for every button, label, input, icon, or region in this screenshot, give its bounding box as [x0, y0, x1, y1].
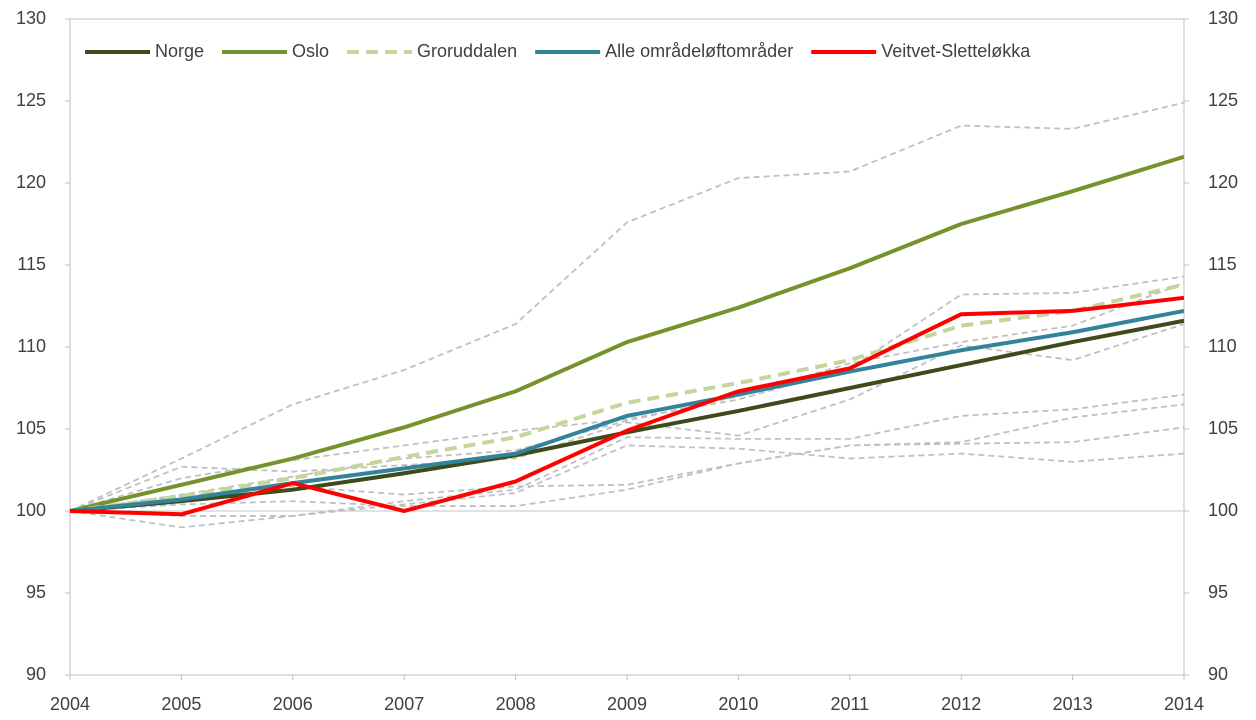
x-tick-label: 2012 [941, 694, 981, 714]
background-line [69, 101, 1185, 512]
y-tick-label: 115 [17, 254, 46, 274]
y2-tick-label: 100 [1208, 500, 1238, 520]
legend-label: Norge [155, 41, 204, 61]
y2-tick-label: 105 [1208, 418, 1238, 438]
x-tick-label: 2014 [1164, 694, 1204, 714]
x-tick-label: 2007 [384, 694, 424, 714]
background-line [69, 282, 1185, 512]
y2-tick-label: 120 [1208, 172, 1238, 192]
x-tick-label: 2009 [607, 694, 647, 714]
y2-tick-label: 110 [1208, 336, 1237, 356]
y-tick-label: 130 [16, 8, 46, 28]
y2-tick-label: 90 [1208, 664, 1228, 684]
y-tick-label: 125 [16, 90, 46, 110]
y-tick-label: 100 [16, 500, 46, 520]
x-tick-label: 2011 [830, 694, 869, 714]
y2-tick-label: 125 [1208, 90, 1238, 110]
legend-label: Oslo [292, 41, 329, 61]
plot-border [69, 18, 1185, 676]
y2-tick-label: 130 [1208, 8, 1238, 28]
x-tick-label: 2008 [496, 694, 536, 714]
background-line [69, 444, 1185, 517]
y-tick-label: 120 [16, 172, 46, 192]
x-tick-label: 2010 [718, 694, 758, 714]
background-line [69, 323, 1185, 512]
y-tick-label: 90 [26, 664, 46, 684]
background-line [69, 403, 1185, 512]
series-line [69, 308, 1185, 513]
x-tick-label: 2006 [273, 694, 313, 714]
y-tick-label: 95 [26, 582, 46, 602]
x-tick-label: 2004 [50, 694, 90, 714]
background-line [69, 393, 1185, 529]
x-tick-label: 2005 [161, 694, 201, 714]
series-line [69, 295, 1185, 517]
y2-tick-label: 95 [1208, 582, 1228, 602]
y-tick-label: 105 [16, 418, 46, 438]
series-line [69, 154, 1185, 513]
legend-label: Veitvet-Sletteløkka [881, 41, 1031, 61]
background-line [69, 426, 1185, 512]
y-tick-label: 110 [17, 336, 46, 356]
legend-label: Alle områdeløftområder [605, 41, 793, 61]
y2-tick-label: 115 [1208, 254, 1237, 274]
series-line [69, 282, 1185, 513]
legend-label: Groruddalen [417, 41, 517, 61]
x-tick-label: 2013 [1053, 694, 1093, 714]
